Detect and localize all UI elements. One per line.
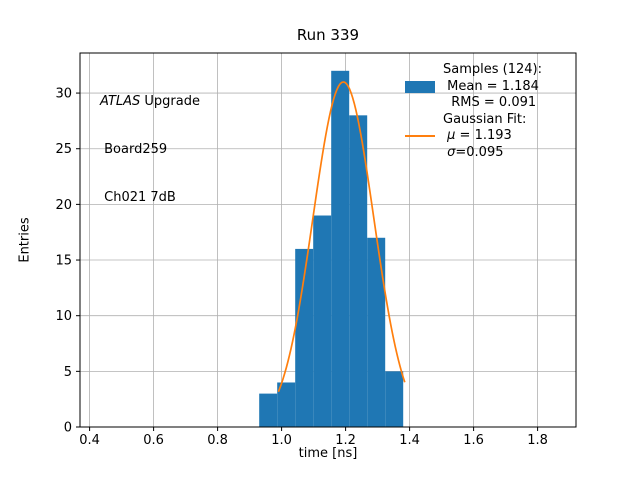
y-tick-label: 0 <box>64 421 72 436</box>
histogram-bar <box>313 215 332 427</box>
sigma-value: =0.095 <box>455 144 504 160</box>
y-tick-label: 5 <box>64 365 72 380</box>
mu-value: = 1.193 <box>455 128 512 143</box>
legend-mu-row: μ = 1.193 <box>405 128 542 145</box>
fit-line-swatch <box>405 135 435 138</box>
atlas-label: ATLAS <box>100 94 141 109</box>
legend: Samples (124): Mean = 1.184 RMS = 0.091 … <box>405 62 542 161</box>
histogram-swatch <box>405 80 435 93</box>
chart-title: Run 339 <box>296 26 360 44</box>
y-tick-label: 30 <box>55 87 72 102</box>
y-axis-label: Entries <box>17 217 33 263</box>
x-axis-label: time [ns] <box>298 446 358 461</box>
gaussian-fit-curve <box>277 81 406 393</box>
annotation-line-2: Board259 <box>100 142 168 157</box>
y-tick-label: 20 <box>55 198 72 213</box>
y-tick-label: 15 <box>55 254 72 269</box>
annotation-line-1: ATLAS Upgrade <box>100 94 200 110</box>
x-tick-label: 0.8 <box>207 433 228 448</box>
y-tick-label: 25 <box>55 142 72 157</box>
x-tick-label: 0.6 <box>143 433 164 448</box>
x-tick-label: 1.6 <box>463 433 484 448</box>
x-tick-label: 1.4 <box>399 433 420 448</box>
legend-fit-header: Gaussian Fit: <box>443 111 527 127</box>
histogram-bar <box>277 382 296 427</box>
axes-frame <box>79 52 577 428</box>
legend-sigma-row: σ=0.095 <box>405 145 542 162</box>
histogram-bar <box>331 70 350 428</box>
histogram-bar <box>385 371 404 427</box>
histogram-bar <box>259 393 278 427</box>
legend-samples-header: Samples (124): <box>443 62 542 77</box>
legend-rms-row: RMS = 0.091 <box>443 95 537 110</box>
x-tick-label: 1.8 <box>527 433 548 448</box>
annotation-line-3: Ch021 7dB <box>100 190 176 205</box>
upgrade-label: Upgrade <box>140 94 200 109</box>
histogram-bar <box>295 248 314 427</box>
histogram-bar <box>349 115 368 427</box>
histogram-bar <box>367 237 386 427</box>
y-tick-label: 10 <box>55 309 72 324</box>
x-tick-label: 0.4 <box>79 433 100 448</box>
sigma-symbol: σ <box>443 144 456 160</box>
x-tick-label: 1.2 <box>335 433 356 448</box>
mu-symbol: μ <box>443 128 456 143</box>
legend-mean-row: Mean = 1.184 <box>405 79 542 96</box>
x-tick-label: 1.0 <box>271 433 292 448</box>
annotation-block: ATLAS Upgrade Board259 Ch021 7dB <box>100 62 200 238</box>
